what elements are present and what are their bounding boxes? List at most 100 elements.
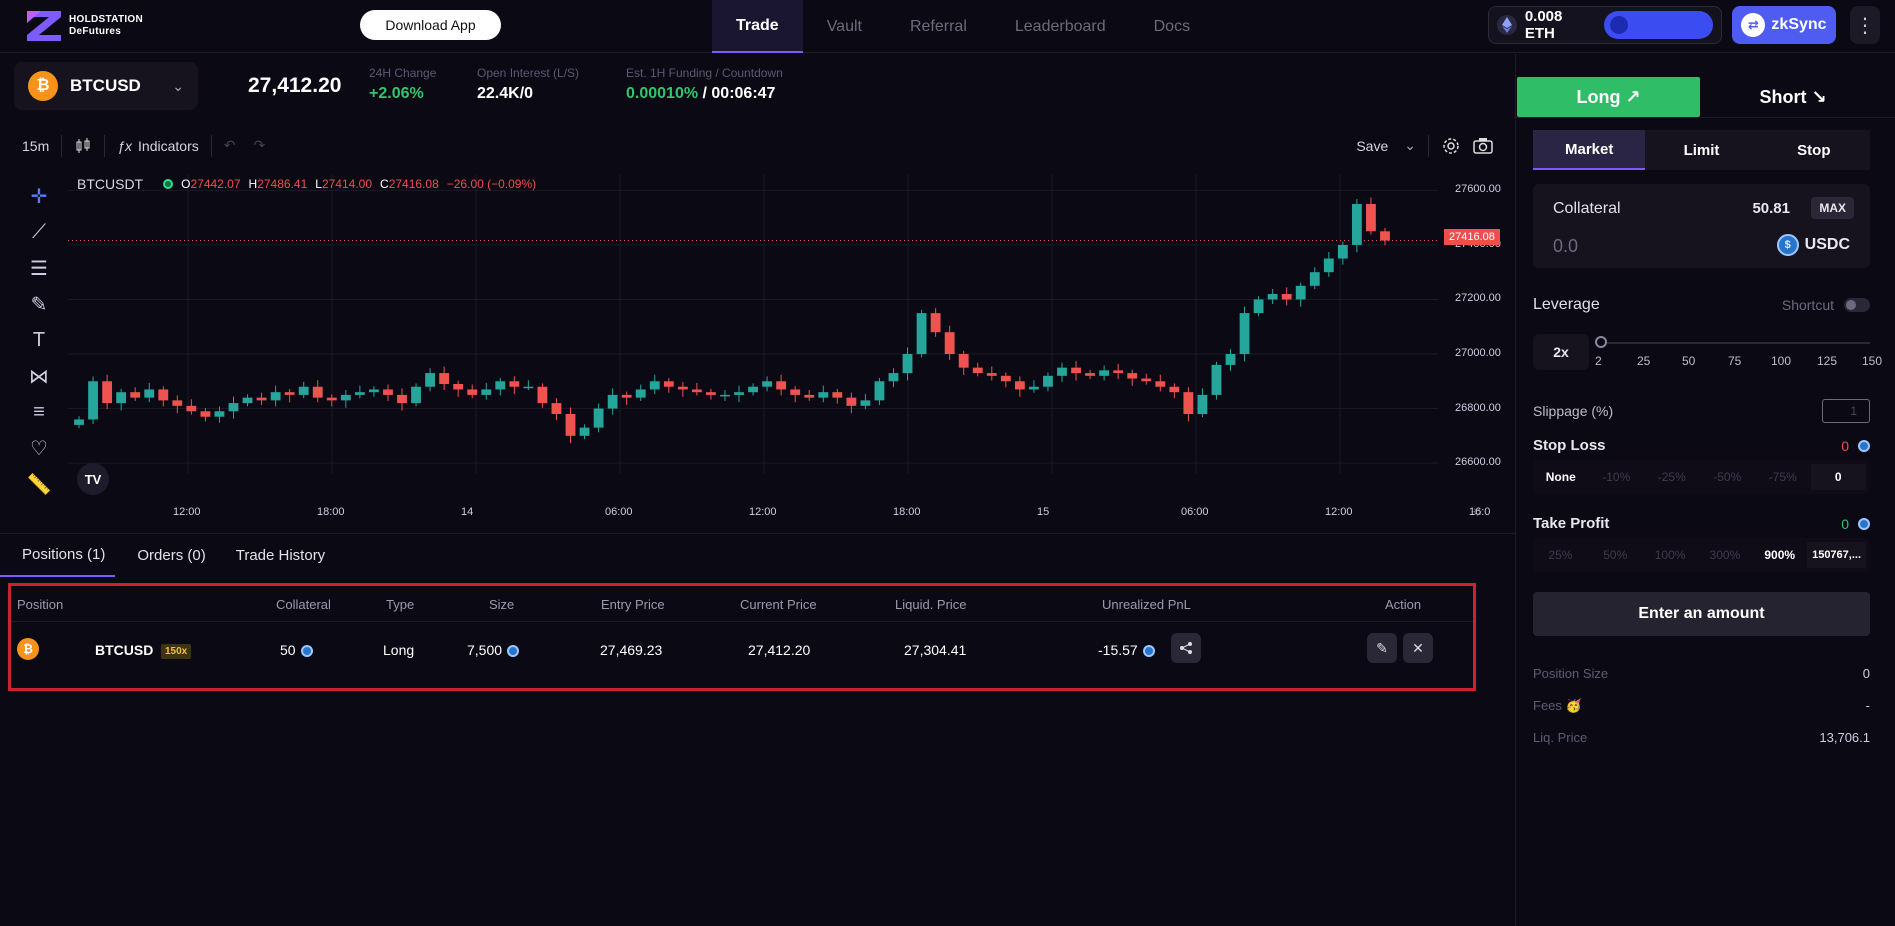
interval-button[interactable]: 15m [22,137,50,154]
heart-icon[interactable]: ♡ [30,437,48,460]
axis-settings-icon[interactable]: ☼ [1471,502,1484,518]
tab-market[interactable]: Market [1533,130,1646,170]
candle [1281,294,1292,300]
candle [411,386,421,404]
candle [467,389,478,395]
sl-none[interactable]: None [1545,470,1576,484]
ticker-bar: ₿ BTCUSD ⌄ 27,412.20 24H Change +2.06% O… [0,54,1515,118]
network-button[interactable]: ⇄ zkSync [1732,6,1836,44]
tp-300[interactable]: 300% [1709,548,1741,562]
indicators-button[interactable]: ƒx Indicators [117,134,199,158]
tab-trade-history[interactable]: Trade History [235,547,326,564]
top-bar: HOLDSTATION DeFutures Download App Trade… [0,0,1895,53]
settings-gear-icon[interactable] [1441,134,1461,158]
enter-amount-button[interactable]: Enter an amount [1533,592,1870,636]
emoji-icon: 🥳 [1565,698,1582,713]
header-current-price: Current Price [740,597,817,612]
table-row[interactable]: ₿ BTCUSD 150x 50 Long 7,500 27,469.23 27… [11,624,1473,688]
collateral-balance: 50.81 [1752,200,1790,217]
candle [1211,364,1222,395]
vertical-ellipsis-icon[interactable]: ⋮ [1850,6,1880,44]
text-icon[interactable]: T [32,328,46,351]
candle [102,381,113,404]
nav-docs[interactable]: Docs [1153,17,1191,35]
table-header: Position Collateral Type Size Entry Pric… [11,586,1473,622]
nav-vault[interactable]: Vault [826,17,862,35]
candle-type-icon[interactable] [74,134,92,158]
candle [551,403,562,414]
nav-referral[interactable]: Referral [909,17,967,35]
position-liquid-price: 27,304.41 [904,642,967,658]
oi-label: Open Interest (L/S) [477,66,580,80]
candle [1085,373,1095,376]
tradingview-logo-icon[interactable]: TV [77,463,109,495]
slippage-input[interactable]: 1 [1822,399,1870,423]
max-button[interactable]: MAX [1811,197,1854,219]
candle [1351,204,1362,245]
trend-line-icon[interactable]: ⟋ [32,220,46,243]
fib-lines-icon[interactable]: ☰ [30,257,48,280]
brush-icon[interactable]: ✎ [30,293,48,316]
long-button[interactable]: Long ↗ [1517,77,1700,117]
liq-price-value: 13,706.1 [1819,730,1870,745]
candle [663,381,674,387]
candle [579,427,590,436]
save-button[interactable]: Save [1356,137,1389,154]
undo-icon[interactable]: ↶ [223,137,236,153]
amount-input[interactable]: 0.0 [1553,236,1579,256]
leverage-value[interactable]: 2x [1533,334,1589,370]
close-icon[interactable]: ✕ [1403,633,1433,663]
candle [888,373,899,382]
chart-symbol: BTCUSDT [77,176,144,192]
divider [1428,134,1429,157]
tp-50[interactable]: 50% [1603,548,1628,562]
candle [439,373,450,384]
usdc-icon [1858,517,1870,530]
pair-selector[interactable]: ₿ BTCUSD ⌄ [14,62,198,110]
download-app-button[interactable]: Download App [360,10,501,40]
redo-icon[interactable]: ↷ [253,137,266,153]
slider-knob[interactable] [1595,336,1607,348]
tab-positions[interactable]: Positions (1) [0,534,116,577]
shortcut-toggle[interactable] [1844,298,1870,312]
take-profit-input[interactable]: 150767,... [1807,542,1866,568]
tab-orders[interactable]: Orders (0) [137,547,206,564]
projection-icon[interactable]: ≡ [33,400,45,423]
shortcut-label: Shortcut [1781,297,1834,313]
candle [986,373,997,376]
edit-pencil-icon[interactable]: ✎ [1367,633,1397,663]
nav-leaderboard[interactable]: Leaderboard [1014,17,1106,35]
candle [214,411,225,417]
chevron-down-icon[interactable]: ⌄ [1404,137,1416,153]
stop-loss-input[interactable]: 0 [1810,464,1866,490]
tp-25[interactable]: 25% [1548,548,1573,562]
ruler-icon[interactable]: 📏 [26,473,52,496]
tab-limit[interactable]: Limit [1683,141,1720,159]
slider-track[interactable] [1600,342,1870,344]
candle [453,384,464,390]
tp-900[interactable]: 900% [1764,548,1796,562]
crosshair-icon[interactable]: ✛ [30,185,48,208]
pattern-icon[interactable]: ⋈ [29,365,49,388]
tp-100[interactable]: 100% [1654,548,1686,562]
camera-icon[interactable] [1473,134,1493,158]
bitcoin-icon: ₿ [28,71,58,101]
leverage-slider[interactable]: 2x 2 25 50 75 100 125 150 [1533,334,1882,374]
leverage-badge: 150x [161,641,192,659]
token-selector[interactable]: $ USDC [1776,234,1850,256]
candle [1183,392,1194,414]
sl-10[interactable]: -10% [1602,470,1631,484]
share-icon[interactable] [1171,633,1201,663]
logo[interactable]: HOLDSTATION DeFutures [25,9,143,43]
sl-75[interactable]: -75% [1768,470,1797,484]
wallet-button[interactable]: 0.008 ETH [1488,6,1722,44]
tab-stop[interactable]: Stop [1797,141,1831,159]
sl-50[interactable]: -50% [1713,470,1742,484]
short-button[interactable]: Short ↘ [1759,86,1827,107]
candle [256,397,267,401]
nav-trade[interactable]: Trade [712,0,803,53]
candle [495,381,506,390]
sl-25[interactable]: -25% [1657,470,1686,484]
candle [1197,394,1208,414]
price-chart[interactable] [68,174,1448,474]
